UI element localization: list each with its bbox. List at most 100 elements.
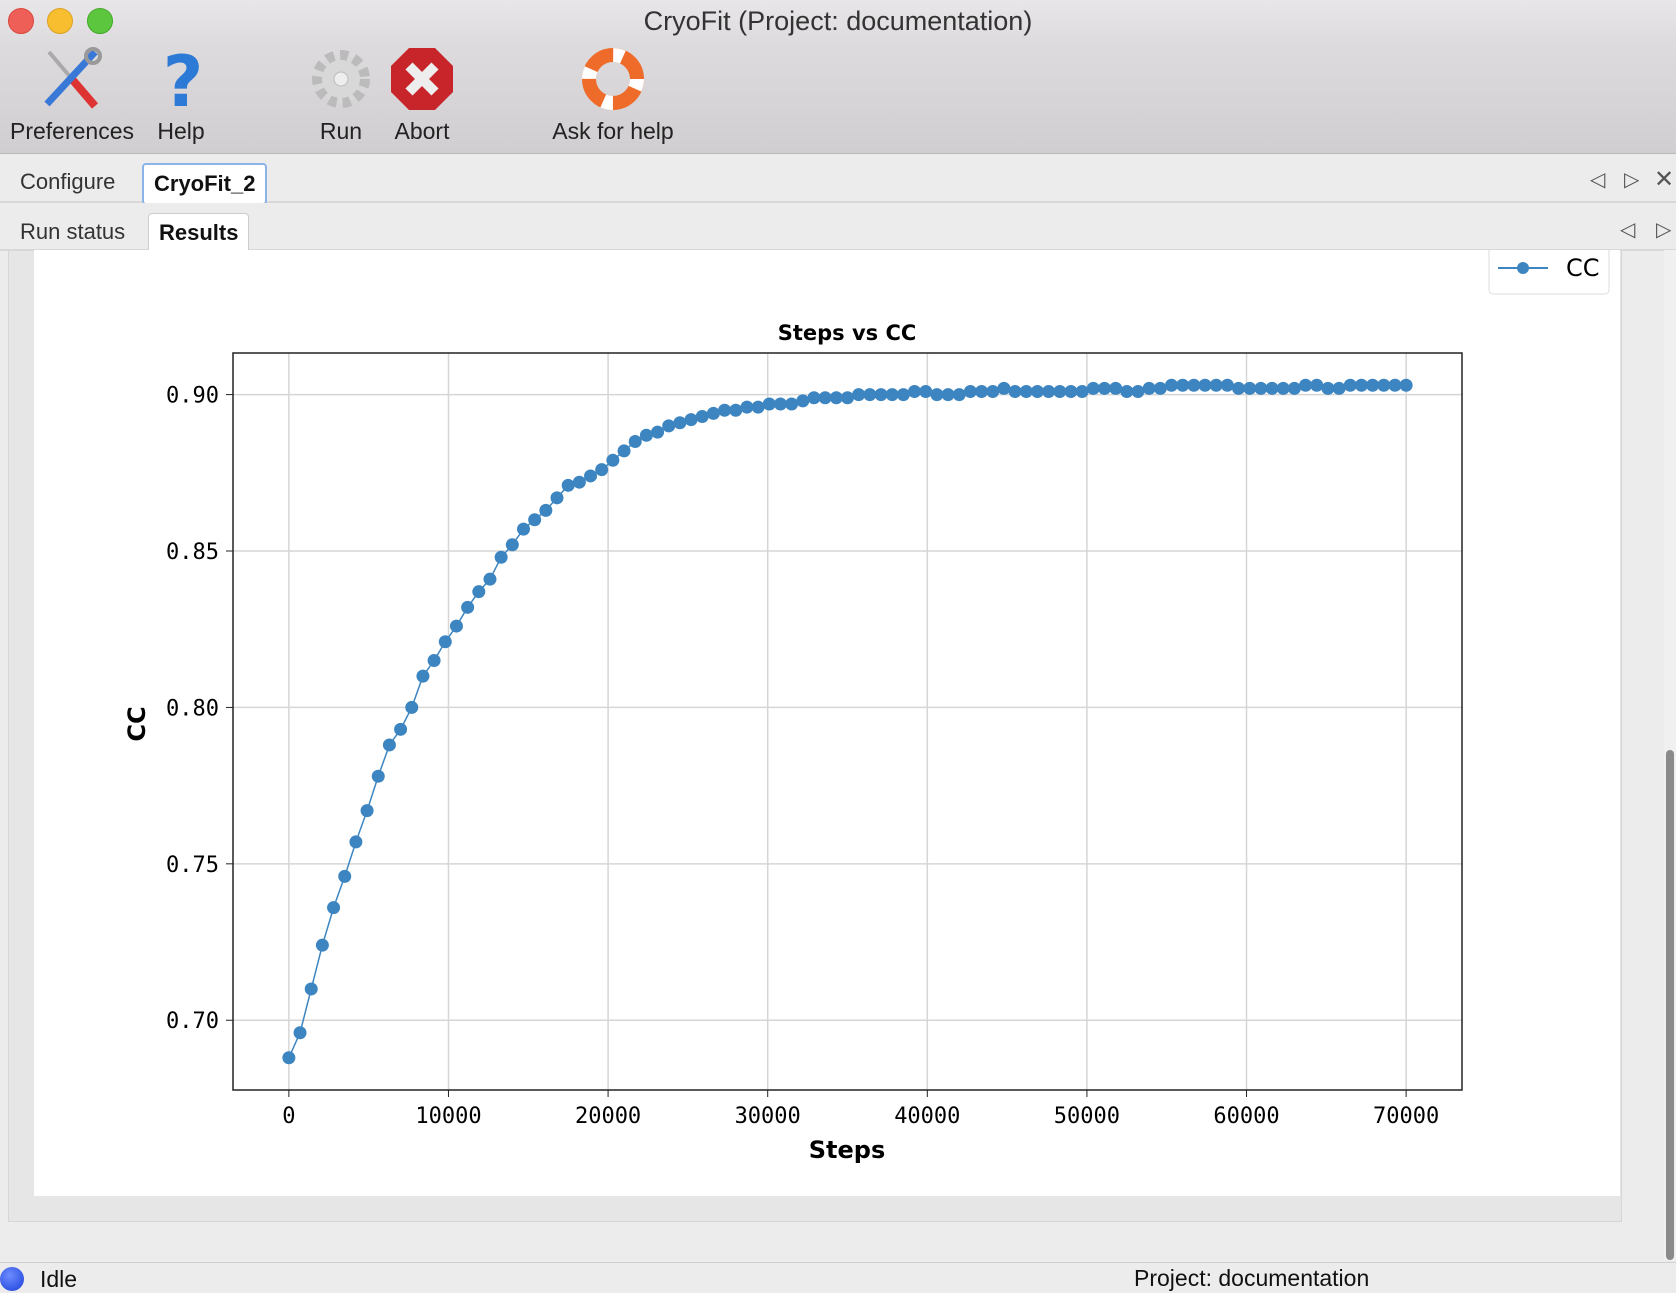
cc-data-point [1321, 381, 1335, 395]
cc-data-point [371, 769, 385, 783]
cc-data-point [505, 538, 519, 552]
outer-tab-bar: Configure CryoFit_2 ◁ ▷ ✕ [0, 155, 1676, 205]
cc-data-point [561, 478, 575, 492]
x-tick-label: 0 [282, 1104, 295, 1129]
cc-data-point [773, 397, 787, 411]
cc-data-point [818, 391, 832, 405]
abort-icon [391, 48, 453, 110]
cc-data-point [639, 428, 653, 442]
cc-data-point [327, 901, 341, 915]
cc-data-point [941, 388, 955, 402]
help-label: Help [157, 118, 205, 144]
tab-scroll-left-icon[interactable]: ◁ [1620, 219, 1636, 241]
ask-for-help-button[interactable]: Ask for help [548, 44, 678, 145]
abort-button[interactable]: Abort [384, 44, 460, 145]
run-button[interactable]: Run [306, 44, 376, 145]
minimize-window-button[interactable] [47, 8, 73, 34]
cc-data-point [494, 550, 508, 564]
cc-data-point [1332, 381, 1346, 395]
x-tick-label: 70000 [1373, 1104, 1439, 1129]
cc-data-point [1220, 378, 1234, 392]
cc-data-point [706, 406, 720, 420]
cc-data-point [1287, 381, 1301, 395]
cc-data-point [1388, 378, 1402, 392]
x-tick-label: 10000 [415, 1104, 481, 1129]
question-icon: ? [163, 44, 204, 114]
legend-marker [1517, 262, 1529, 274]
cc-data-point [617, 444, 631, 458]
cc-data-point [684, 413, 698, 427]
cc-data-point [528, 513, 542, 527]
toolbar: Preferences ? Help Run Abort Ask for hel… [0, 44, 1676, 154]
cc-data-point [930, 388, 944, 402]
cc-data-point [729, 403, 743, 417]
cc-data-point [461, 600, 475, 614]
cc-data-point [1097, 381, 1111, 395]
x-tick-label: 50000 [1054, 1104, 1120, 1129]
preferences-button[interactable]: Preferences [8, 44, 136, 145]
title-bar: CryoFit (Project: documentation) [0, 0, 1676, 44]
tab-configure[interactable]: Configure [20, 169, 116, 194]
cc-data-point [807, 391, 821, 405]
svg-text:?: ? [163, 44, 204, 114]
abort-label: Abort [394, 118, 450, 144]
tab-results[interactable]: Results [148, 213, 250, 251]
cc-data-point [1075, 384, 1089, 398]
cc-data-point [1209, 378, 1223, 392]
cc-data-point [1265, 381, 1279, 395]
cc-data-point [1343, 378, 1357, 392]
tab-cryofit-2[interactable]: CryoFit_2 [142, 163, 268, 205]
inner-tab-bar: Run status Results ◁ ▷ [0, 203, 1676, 251]
tab-scroll-right-icon[interactable]: ▷ [1656, 219, 1672, 241]
cc-data-point [796, 394, 810, 408]
cc-data-point [1019, 384, 1033, 398]
cc-data-point [908, 384, 922, 398]
cc-data-point [1276, 381, 1290, 395]
cc-data-point [762, 397, 776, 411]
cc-data-point [1064, 384, 1078, 398]
cc-data-point [651, 425, 665, 439]
cc-data-point [449, 619, 463, 633]
cc-data-point [1254, 381, 1268, 395]
cc-data-point [785, 397, 799, 411]
legend-label: CC [1566, 254, 1600, 282]
cc-data-point [1310, 378, 1324, 392]
cc-data-point [282, 1051, 296, 1065]
close-window-button[interactable] [8, 8, 34, 34]
cc-data-point [315, 938, 329, 952]
close-tab-icon[interactable]: ✕ [1654, 166, 1675, 193]
cc-data-point [718, 403, 732, 417]
cc-data-point [1165, 378, 1179, 392]
cc-data-point [360, 804, 374, 818]
tab-scroll-right-icon[interactable]: ▷ [1624, 169, 1640, 191]
cc-data-point [952, 388, 966, 402]
cc-data-point [975, 384, 989, 398]
cc-data-point [1232, 381, 1246, 395]
x-axis-label: Steps [809, 1136, 886, 1164]
y-tick-label: 0.85 [166, 540, 219, 565]
scrollbar-thumb[interactable] [1666, 750, 1674, 1260]
preferences-label: Preferences [9, 118, 134, 144]
status-text: Idle [40, 1266, 78, 1292]
cc-data-point [885, 388, 899, 402]
legend: CC [1488, 243, 1610, 295]
cc-series-line [288, 384, 1407, 1059]
cc-data-point [919, 384, 933, 398]
cc-data-point [740, 400, 754, 414]
cc-data-point [382, 738, 396, 752]
y-tick-label: 0.70 [166, 1009, 219, 1034]
cc-data-point [394, 722, 408, 736]
cc-data-point [1008, 384, 1022, 398]
tools-icon [44, 47, 102, 109]
status-bar: Idle Project: documentation [0, 1262, 1676, 1292]
zoom-window-button[interactable] [87, 8, 113, 34]
cc-data-point [1187, 378, 1201, 392]
tab-run-status[interactable]: Run status [20, 219, 126, 244]
tab-scroll-left-icon[interactable]: ◁ [1590, 169, 1606, 191]
cc-data-point [438, 635, 452, 649]
chart-title: Steps vs CC [778, 321, 917, 345]
y-tick-label: 0.75 [166, 853, 219, 878]
vertical-scrollbar[interactable] [1664, 250, 1676, 1260]
help-button[interactable]: ? Help [148, 44, 214, 145]
cc-data-point [1354, 378, 1368, 392]
